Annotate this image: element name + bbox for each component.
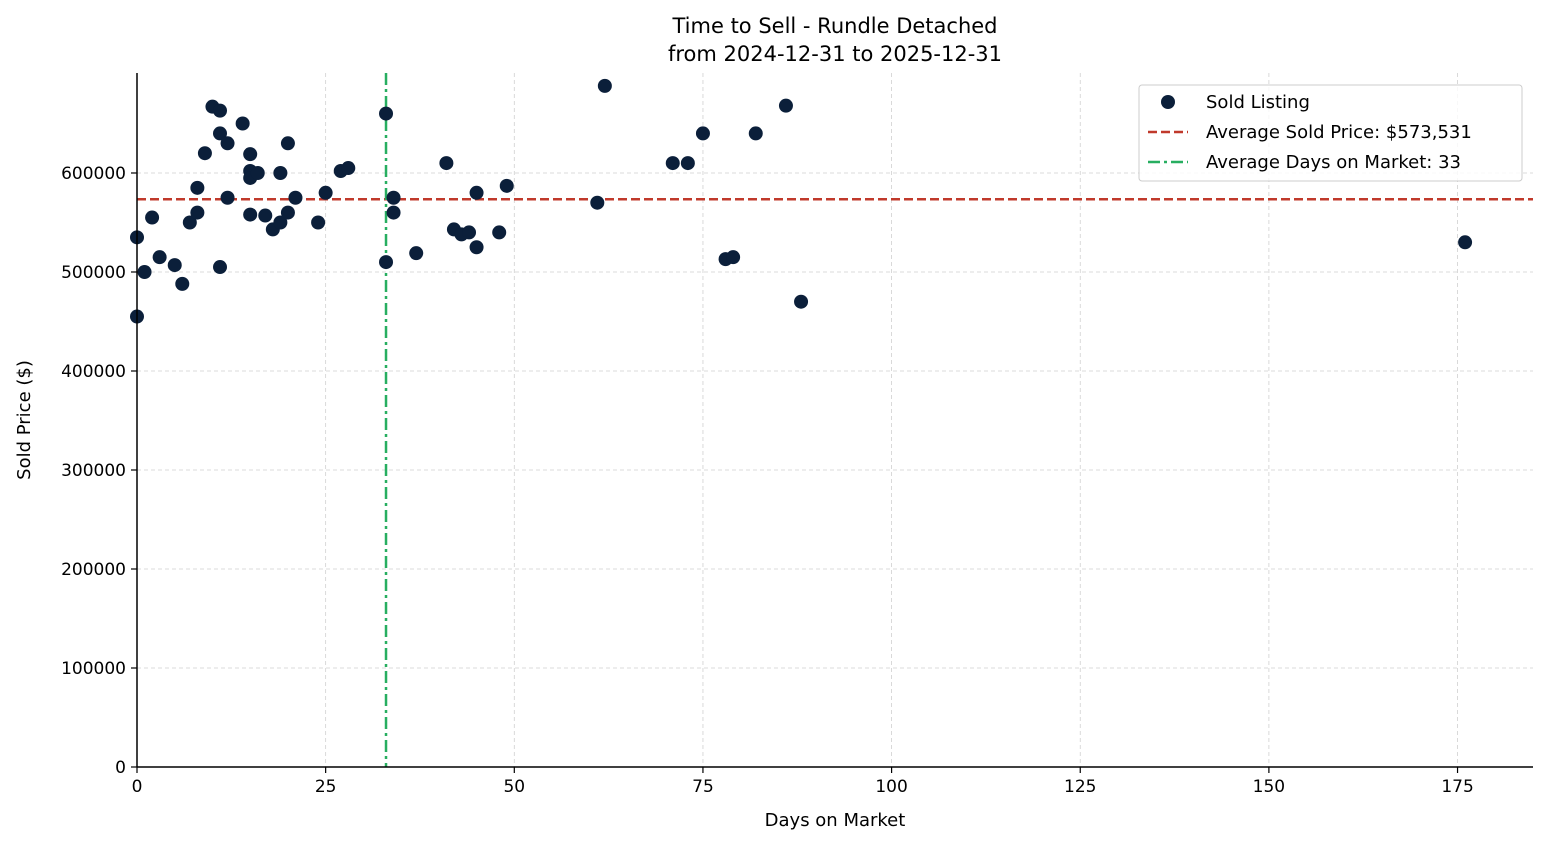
data-point <box>379 106 394 121</box>
data-point <box>590 195 605 210</box>
data-point <box>462 225 477 240</box>
data-point <box>499 178 514 193</box>
axes: 0 25 50 75 100 125 150 175 0 100000 200000 300000 40… <box>61 73 1533 797</box>
data-point <box>213 126 228 141</box>
data-points <box>130 78 1473 324</box>
data-point <box>137 264 152 279</box>
data-point <box>318 185 333 200</box>
data-point <box>145 210 160 225</box>
data-point <box>152 250 167 265</box>
data-point <box>167 258 182 273</box>
data-point <box>492 225 507 240</box>
data-point <box>243 147 258 162</box>
x-tick-label: 0 <box>132 777 143 797</box>
data-point <box>280 136 295 151</box>
x-tick-label: 150 <box>1253 777 1285 797</box>
data-point <box>235 116 250 131</box>
data-point <box>1458 235 1473 250</box>
data-point <box>197 146 212 161</box>
data-point <box>680 156 695 171</box>
y-tick-label: 600000 <box>61 164 126 184</box>
legend-marker-sold-listing <box>1161 95 1175 109</box>
y-tick-label: 500000 <box>61 263 126 283</box>
legend-box <box>1138 84 1523 182</box>
data-point <box>778 98 793 113</box>
data-point <box>175 276 190 291</box>
data-point <box>386 190 401 205</box>
chart-title: Time to Sell - Rundle Detached <box>672 14 998 38</box>
data-point <box>190 205 205 220</box>
data-point <box>250 165 265 180</box>
y-axis-label: Sold Price ($) <box>14 360 35 480</box>
data-point <box>182 215 197 230</box>
x-axis-label: Days on Market <box>765 810 906 831</box>
data-point <box>273 215 288 230</box>
y-tick-label: 200000 <box>61 560 126 580</box>
x-tick-label: 175 <box>1441 777 1473 797</box>
data-point <box>665 156 680 171</box>
y-tick-label: 0 <box>115 758 126 778</box>
x-tick-label: 50 <box>503 777 525 797</box>
data-point <box>273 165 288 180</box>
data-point <box>288 190 303 205</box>
legend: Sold Listing Average Sold Price: $573,53… <box>1138 84 1523 182</box>
y-tick-label: 400000 <box>61 362 126 382</box>
data-point <box>213 260 228 275</box>
x-tick-label: 125 <box>1064 777 1096 797</box>
data-point <box>469 185 484 200</box>
data-point <box>794 294 809 309</box>
data-point <box>280 205 295 220</box>
data-point <box>597 78 612 93</box>
data-point <box>220 190 235 205</box>
y-tick-label: 300000 <box>61 461 126 481</box>
data-point <box>190 180 205 195</box>
legend-label-sold-listing: Sold Listing <box>1206 92 1310 113</box>
data-point <box>341 161 356 176</box>
data-point <box>748 126 763 141</box>
chart-subtitle: from 2024-12-31 to 2025-12-31 <box>668 42 1002 66</box>
data-point <box>379 255 394 270</box>
data-point <box>386 205 401 220</box>
data-point <box>726 250 741 265</box>
y-tick-label: 100000 <box>61 659 126 679</box>
data-point <box>695 126 710 141</box>
legend-label-avg-price: Average Sold Price: $573,531 <box>1206 122 1472 143</box>
data-point <box>439 156 454 171</box>
data-point <box>213 103 228 118</box>
data-point <box>243 207 258 222</box>
data-point <box>409 246 424 261</box>
data-point <box>258 208 273 223</box>
x-tick-label: 25 <box>315 777 337 797</box>
x-tick-label: 75 <box>692 777 714 797</box>
reference-lines <box>137 73 1533 767</box>
data-point <box>311 215 326 230</box>
x-tick-label: 100 <box>875 777 907 797</box>
data-point <box>469 240 484 255</box>
data-point <box>220 136 235 151</box>
legend-label-avg-days: Average Days on Market: 33 <box>1206 152 1461 173</box>
